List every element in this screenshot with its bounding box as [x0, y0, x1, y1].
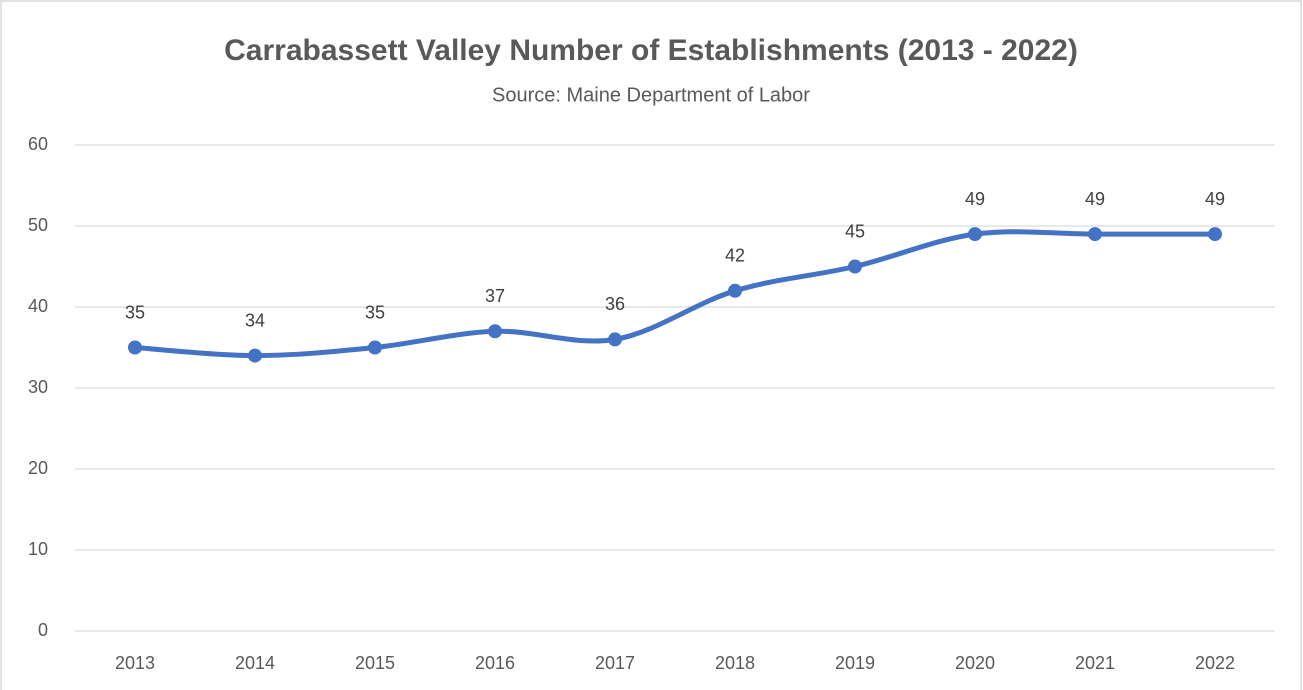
marker	[848, 259, 862, 274]
y-tick-label: 0	[38, 620, 48, 640]
x-tick-label: 2020	[955, 653, 995, 673]
x-tick-label: 2021	[1075, 653, 1115, 673]
marker	[1208, 227, 1222, 242]
data-label: 36	[605, 294, 625, 314]
chart-title: Carrabassett Valley Number of Establishm…	[224, 34, 1078, 67]
marker	[728, 283, 742, 298]
data-label: 42	[725, 246, 745, 266]
marker	[248, 348, 262, 363]
x-tick-label: 2017	[595, 653, 635, 673]
marker	[608, 332, 622, 347]
y-tick-label: 50	[28, 215, 48, 235]
data-label: 49	[965, 189, 985, 209]
chart-subtitle: Source: Maine Department of Labor	[492, 84, 810, 106]
data-label: 45	[845, 221, 865, 241]
x-tick-label: 2019	[835, 653, 875, 673]
marker	[368, 340, 382, 355]
data-label: 34	[245, 310, 265, 330]
x-tick-label: 2022	[1195, 653, 1235, 673]
x-tick-label: 2018	[715, 653, 755, 673]
marker	[968, 227, 982, 242]
y-tick-label: 40	[28, 296, 48, 316]
data-label: 37	[485, 286, 505, 306]
data-label: 35	[125, 302, 145, 322]
y-tick-label: 10	[28, 539, 48, 559]
y-tick-label: 20	[28, 458, 48, 478]
data-label: 49	[1085, 189, 1105, 209]
y-tick-label: 30	[28, 377, 48, 397]
data-label: 49	[1205, 189, 1225, 209]
marker	[488, 324, 502, 339]
x-tick-label: 2016	[475, 653, 515, 673]
x-tick-label: 2013	[115, 653, 155, 673]
y-tick-label: 60	[28, 134, 48, 154]
marker	[1088, 227, 1102, 242]
x-tick-label: 2015	[355, 653, 395, 673]
line	[132, 229, 1218, 359]
data-label: 35	[365, 302, 385, 322]
x-tick-label: 2014	[235, 653, 275, 673]
marker	[128, 340, 142, 355]
